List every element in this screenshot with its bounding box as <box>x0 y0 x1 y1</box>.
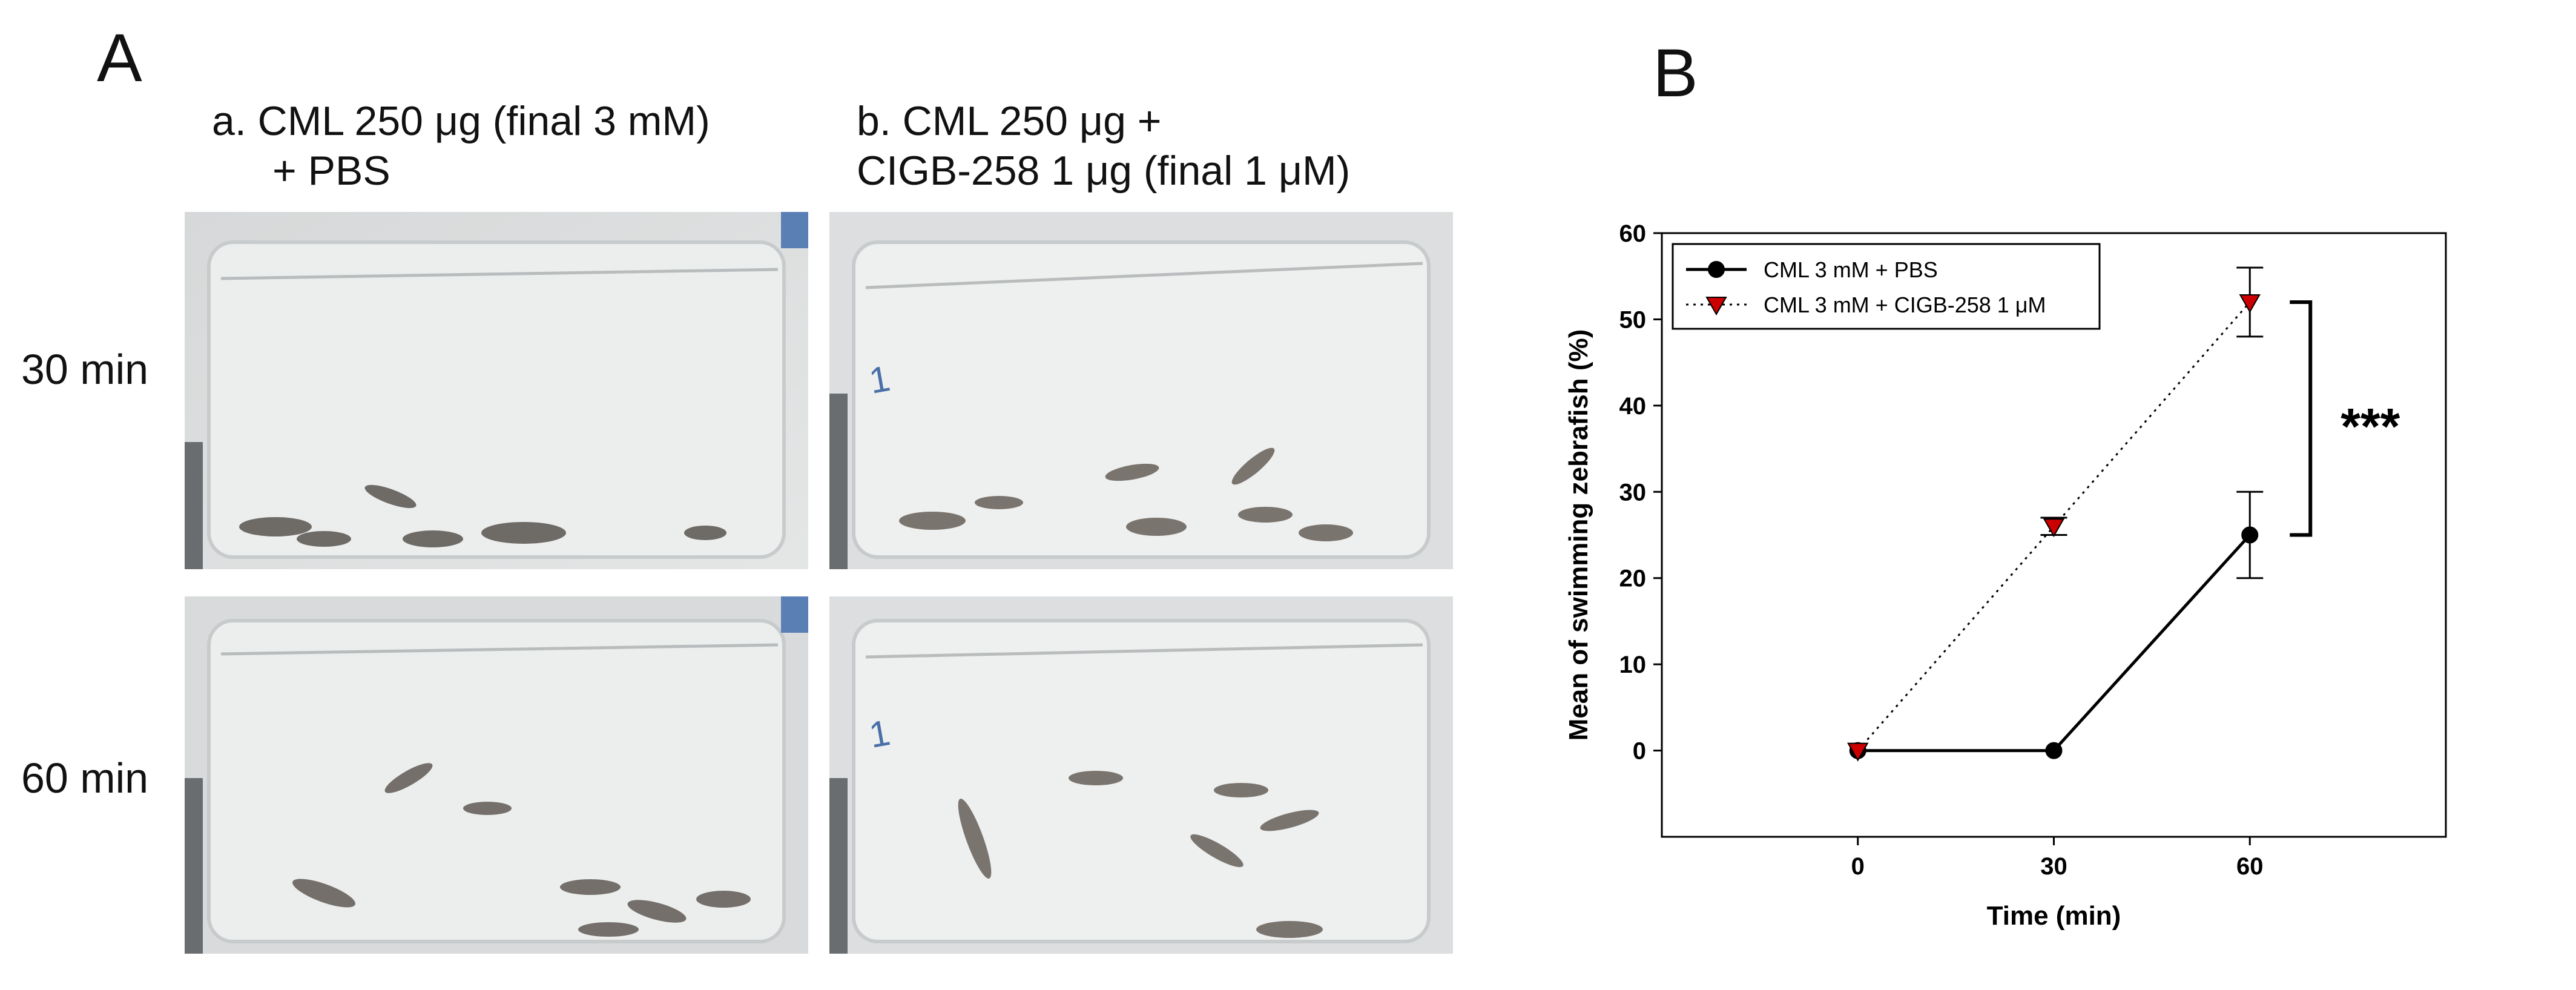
series-1 <box>1857 266 2264 751</box>
column-a-title-line1: a. CML 250 μg (final 3 mM) <box>212 98 710 144</box>
significance-bracket <box>2290 300 2313 537</box>
legend-marker-1 <box>1705 297 1727 316</box>
y-tick-label-30: 30 <box>1619 479 1647 506</box>
column-a-title: a. CML 250 μg (final 3 mM) + PBS <box>212 97 710 196</box>
legend: CML 3 mM + PBS CML 3 mM + CIGB-258 1 μM <box>1672 243 2101 330</box>
row-label-60min: 60 min <box>21 754 149 802</box>
significance-marker: *** <box>2340 398 2400 455</box>
photo-b-30min: 1 <box>829 212 1453 569</box>
y-axis-label: Mean of swimming zebrafish (%) <box>1564 329 1593 741</box>
legend-label-0: CML 3 mM + PBS <box>1764 257 1938 282</box>
series-0 <box>1857 490 2264 753</box>
panel-b-letter: B <box>1653 35 1698 111</box>
y-tick-label-20: 20 <box>1619 566 1647 592</box>
x-tick-label-0: 0 <box>1851 853 1865 880</box>
legend-item-1: CML 3 mM + CIGB-258 1 μM <box>1686 292 2046 317</box>
x-tick-label-60: 60 <box>2236 853 2264 880</box>
column-b-title-line1: b. CML 250 μg + <box>857 98 1162 144</box>
y-tick-label-10: 10 <box>1619 652 1647 678</box>
series-1-point-0 <box>1847 742 1869 762</box>
y-tick-label-50: 50 <box>1619 306 1647 333</box>
x-axis-label: Time (min) <box>1987 901 2121 931</box>
series-1-point-30 <box>2043 518 2065 538</box>
photo-a-60min <box>185 596 808 954</box>
row-label-30min: 30 min <box>21 346 149 393</box>
photo-b-60min: 1 <box>829 596 1453 954</box>
y-tick-label-0: 0 <box>1633 738 1646 765</box>
legend-label-1: CML 3 mM + CIGB-258 1 μM <box>1764 292 2046 317</box>
column-b-title: b. CML 250 μg + CIGB-258 1 μg (final 1 μ… <box>857 97 1350 196</box>
series-0-line <box>1857 533 2252 753</box>
line-chart: 0 30 60 0 10 20 30 40 50 60 Time (min) Mean of sw… <box>1550 200 2567 987</box>
series-1-line <box>1857 301 2251 751</box>
panel-a-letter: A <box>97 20 142 96</box>
legend-item-0: CML 3 mM + PBS <box>1686 257 1938 282</box>
column-b-title-line2: CIGB-258 1 μg (final 1 μM) <box>857 147 1351 194</box>
series-0-point-30 <box>2045 742 2063 759</box>
legend-box <box>1672 243 2101 330</box>
significance-bracket-line <box>2290 300 2313 537</box>
x-tick-label-30: 30 <box>2040 853 2067 880</box>
series-1-point-60 <box>2239 294 2261 313</box>
series-0-point-60 <box>2241 526 2259 544</box>
y-tick-label-60: 60 <box>1619 220 1647 247</box>
photo-a-30min <box>185 212 808 569</box>
y-tick-label-40: 40 <box>1619 393 1647 420</box>
column-a-title-line2: + PBS <box>272 147 390 194</box>
legend-marker-0 <box>1708 261 1725 278</box>
